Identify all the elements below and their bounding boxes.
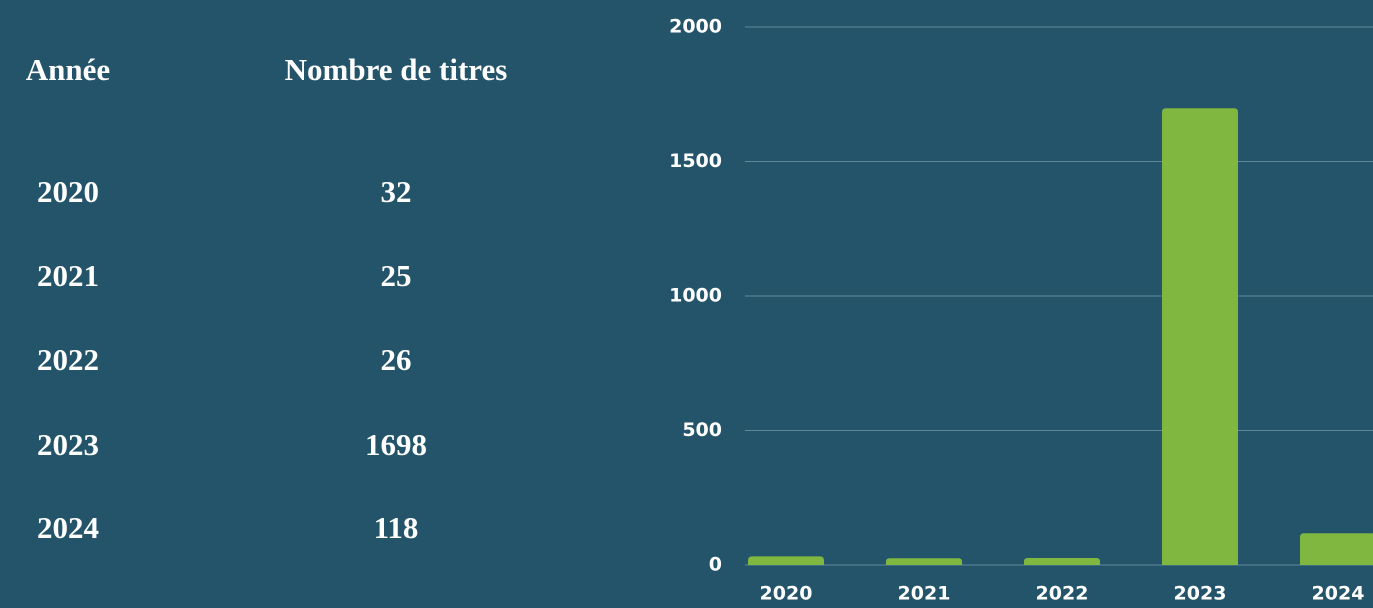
table-header: Année [26,52,110,87]
y-tick-label: 1000 [669,285,722,307]
y-tick-label: 2000 [669,16,722,38]
table-year: 2021 [37,258,99,293]
x-tick-label: 2021 [898,583,951,605]
x-tick-label: 2023 [1174,583,1227,605]
table-year: 2022 [37,342,99,377]
table-year: 2024 [37,510,99,545]
y-tick-label: 0 [709,554,722,576]
bar [748,556,824,565]
bar [1300,533,1373,565]
table-year: 2023 [37,427,99,462]
y-tick-label: 1500 [669,150,722,172]
table-year: 2020 [37,174,99,209]
x-tick-label: 2024 [1312,583,1365,605]
y-tick-label: 500 [682,419,722,441]
table-value: 25 [381,258,412,293]
table-value: 1698 [365,427,427,462]
bar [1024,558,1100,565]
x-tick-label: 2020 [760,583,813,605]
table-value: 32 [381,174,412,209]
table-header: Nombre de titres [285,52,508,87]
table-value: 118 [374,510,419,545]
table-value: 26 [381,342,412,377]
bar [886,558,962,565]
bar [1162,108,1238,565]
x-tick-label: 2022 [1036,583,1089,605]
